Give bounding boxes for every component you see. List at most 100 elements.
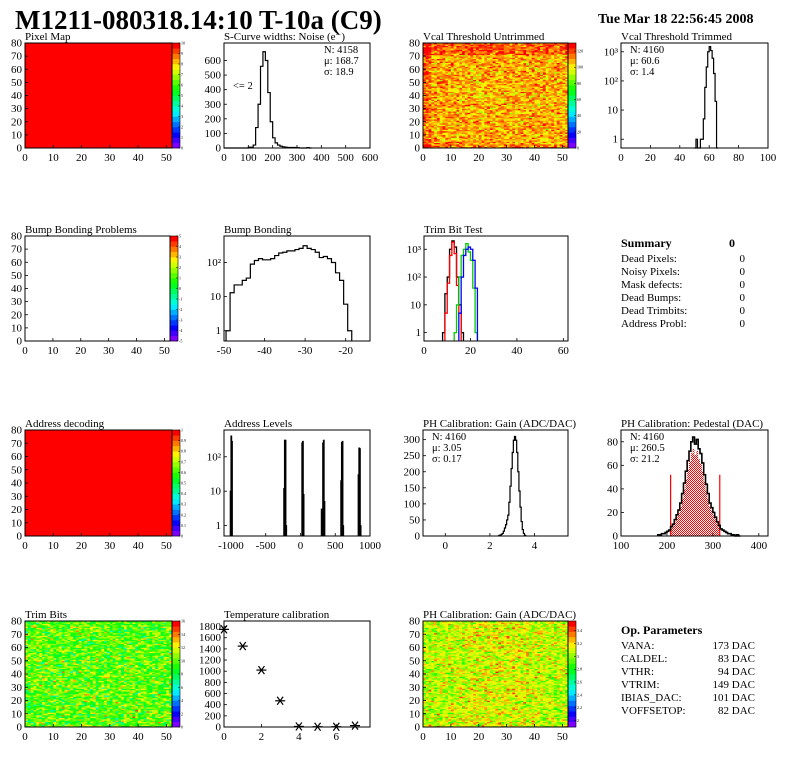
- y-tick-label: 10²: [407, 272, 422, 284]
- heatmap-cell: [425, 98, 429, 100]
- heatmap-cell: [439, 71, 443, 74]
- heatmap-cell: [436, 125, 441, 128]
- heatmap-cell: [442, 57, 446, 60]
- heatmap-cell: [434, 92, 438, 95]
- heatmap-cell: [439, 74, 443, 77]
- palette-band: [172, 488, 180, 494]
- heatmap-cell: [436, 94, 441, 96]
- palette-band: [170, 236, 178, 242]
- heatmap-cell: [439, 117, 443, 120]
- heatmap-cell: [428, 127, 432, 129]
- heatmap-cell: [423, 134, 427, 137]
- heatmap-cell: [436, 56, 441, 58]
- x-tick-label: 10: [48, 152, 60, 164]
- heatmap-cell: [423, 64, 427, 66]
- heatmap-cell: [428, 86, 432, 88]
- heatmap-cell: [423, 106, 427, 108]
- heatmap-cell: [445, 98, 449, 100]
- heatmap-cell: [439, 137, 443, 140]
- heatmap-cell: [448, 140, 452, 142]
- heatmap-cell: [448, 132, 452, 134]
- heatmap-cell: [428, 50, 432, 53]
- heatmap-cell: [423, 109, 427, 112]
- x-tick-label: -1000: [218, 540, 244, 552]
- heatmap-cell: [434, 45, 438, 48]
- heatmap-cell: [448, 43, 452, 45]
- heatmap-cell: [434, 125, 438, 128]
- palette-tick-label: 8: [181, 62, 183, 67]
- heatmap-cell: [445, 104, 449, 107]
- heatmap-cell: [436, 85, 441, 87]
- heatmap-cell: [445, 142, 449, 145]
- palette-band: [172, 440, 180, 447]
- heatmap-cell: [436, 103, 441, 105]
- heatmap-cell: [442, 73, 446, 75]
- heatmap-cell: [425, 54, 429, 57]
- y-tick-label: 0: [216, 143, 222, 155]
- heatmap-cell: [448, 100, 452, 103]
- palette-tick-label: 0: [577, 146, 579, 151]
- heatmap-cell: [431, 99, 435, 102]
- panel-title: Bump Bonding: [224, 224, 292, 236]
- heatmap-cell: [434, 82, 438, 84]
- heatmap-cell: [425, 128, 429, 130]
- stats-line: N: 4158: [324, 45, 358, 56]
- palette-band: [170, 314, 178, 321]
- heatmap-cell: [445, 128, 449, 130]
- heatmap-cell: [428, 109, 432, 112]
- x-tick-label: 300: [289, 152, 306, 164]
- heatmap-cell: [448, 96, 452, 99]
- heatmap-cell: [436, 91, 441, 94]
- heatmap-cell: [431, 116, 435, 119]
- heatmap-cell: [425, 85, 429, 87]
- heatmap-cell: [439, 116, 443, 119]
- heatmap-cell: [425, 124, 429, 126]
- heatmap-cell: [423, 57, 427, 60]
- palette-band: [568, 95, 576, 102]
- heatmap-cell: [423, 91, 427, 94]
- palette-band: [172, 48, 180, 54]
- heatmap-cell: [423, 66, 427, 69]
- heatmap-cell: [445, 77, 449, 79]
- heatmap-cell: [434, 61, 438, 63]
- heatmap-cell: [450, 132, 454, 134]
- heatmap-cell: [445, 60, 449, 62]
- heatmap-cell: [450, 125, 454, 128]
- palette-band: [172, 79, 180, 86]
- heatmap-cell: [450, 119, 454, 121]
- heatmap-cell: [434, 104, 438, 107]
- heatmap-cell: [423, 45, 427, 48]
- heatmap-cell: [448, 79, 452, 82]
- palette-band: [568, 111, 576, 117]
- heatmap-cell: [448, 134, 452, 137]
- heatmap-cell: [431, 98, 435, 100]
- heatmap-cell: [442, 133, 446, 136]
- heatmap-cell: [431, 140, 435, 142]
- heatmap-cell: [434, 60, 438, 62]
- palette-band: [568, 64, 576, 70]
- heatmap-cell: [434, 91, 438, 94]
- heatmap-cell: [423, 46, 427, 49]
- heatmap-cell: [439, 79, 443, 82]
- y-tick-label: 0: [613, 531, 619, 543]
- heatmap-cell: [434, 130, 438, 133]
- heatmap-cell: [423, 130, 427, 133]
- y-tick-label: 300: [205, 99, 222, 111]
- y-tick-label: 250: [404, 450, 421, 462]
- heatmap-cell: [448, 133, 452, 136]
- x-tick-label: 2: [487, 540, 493, 552]
- heatmap-cell: [431, 66, 435, 69]
- palette-band: [170, 320, 178, 326]
- heatmap-cell: [450, 128, 454, 130]
- x-tick-label: 80: [733, 152, 745, 164]
- y-tick-label: 60: [11, 451, 23, 463]
- underflow-annotation: <= 2: [233, 81, 253, 92]
- heatmap-cell: [436, 117, 441, 120]
- heatmap-cell: [448, 130, 452, 133]
- y-tick-label: 70: [11, 51, 23, 63]
- heatmap-cell: [431, 91, 435, 94]
- y-tick-label: 20: [11, 504, 23, 516]
- heatmap-cell: [442, 92, 446, 95]
- heatmap-cell: [436, 67, 441, 70]
- palette-band: [172, 127, 180, 133]
